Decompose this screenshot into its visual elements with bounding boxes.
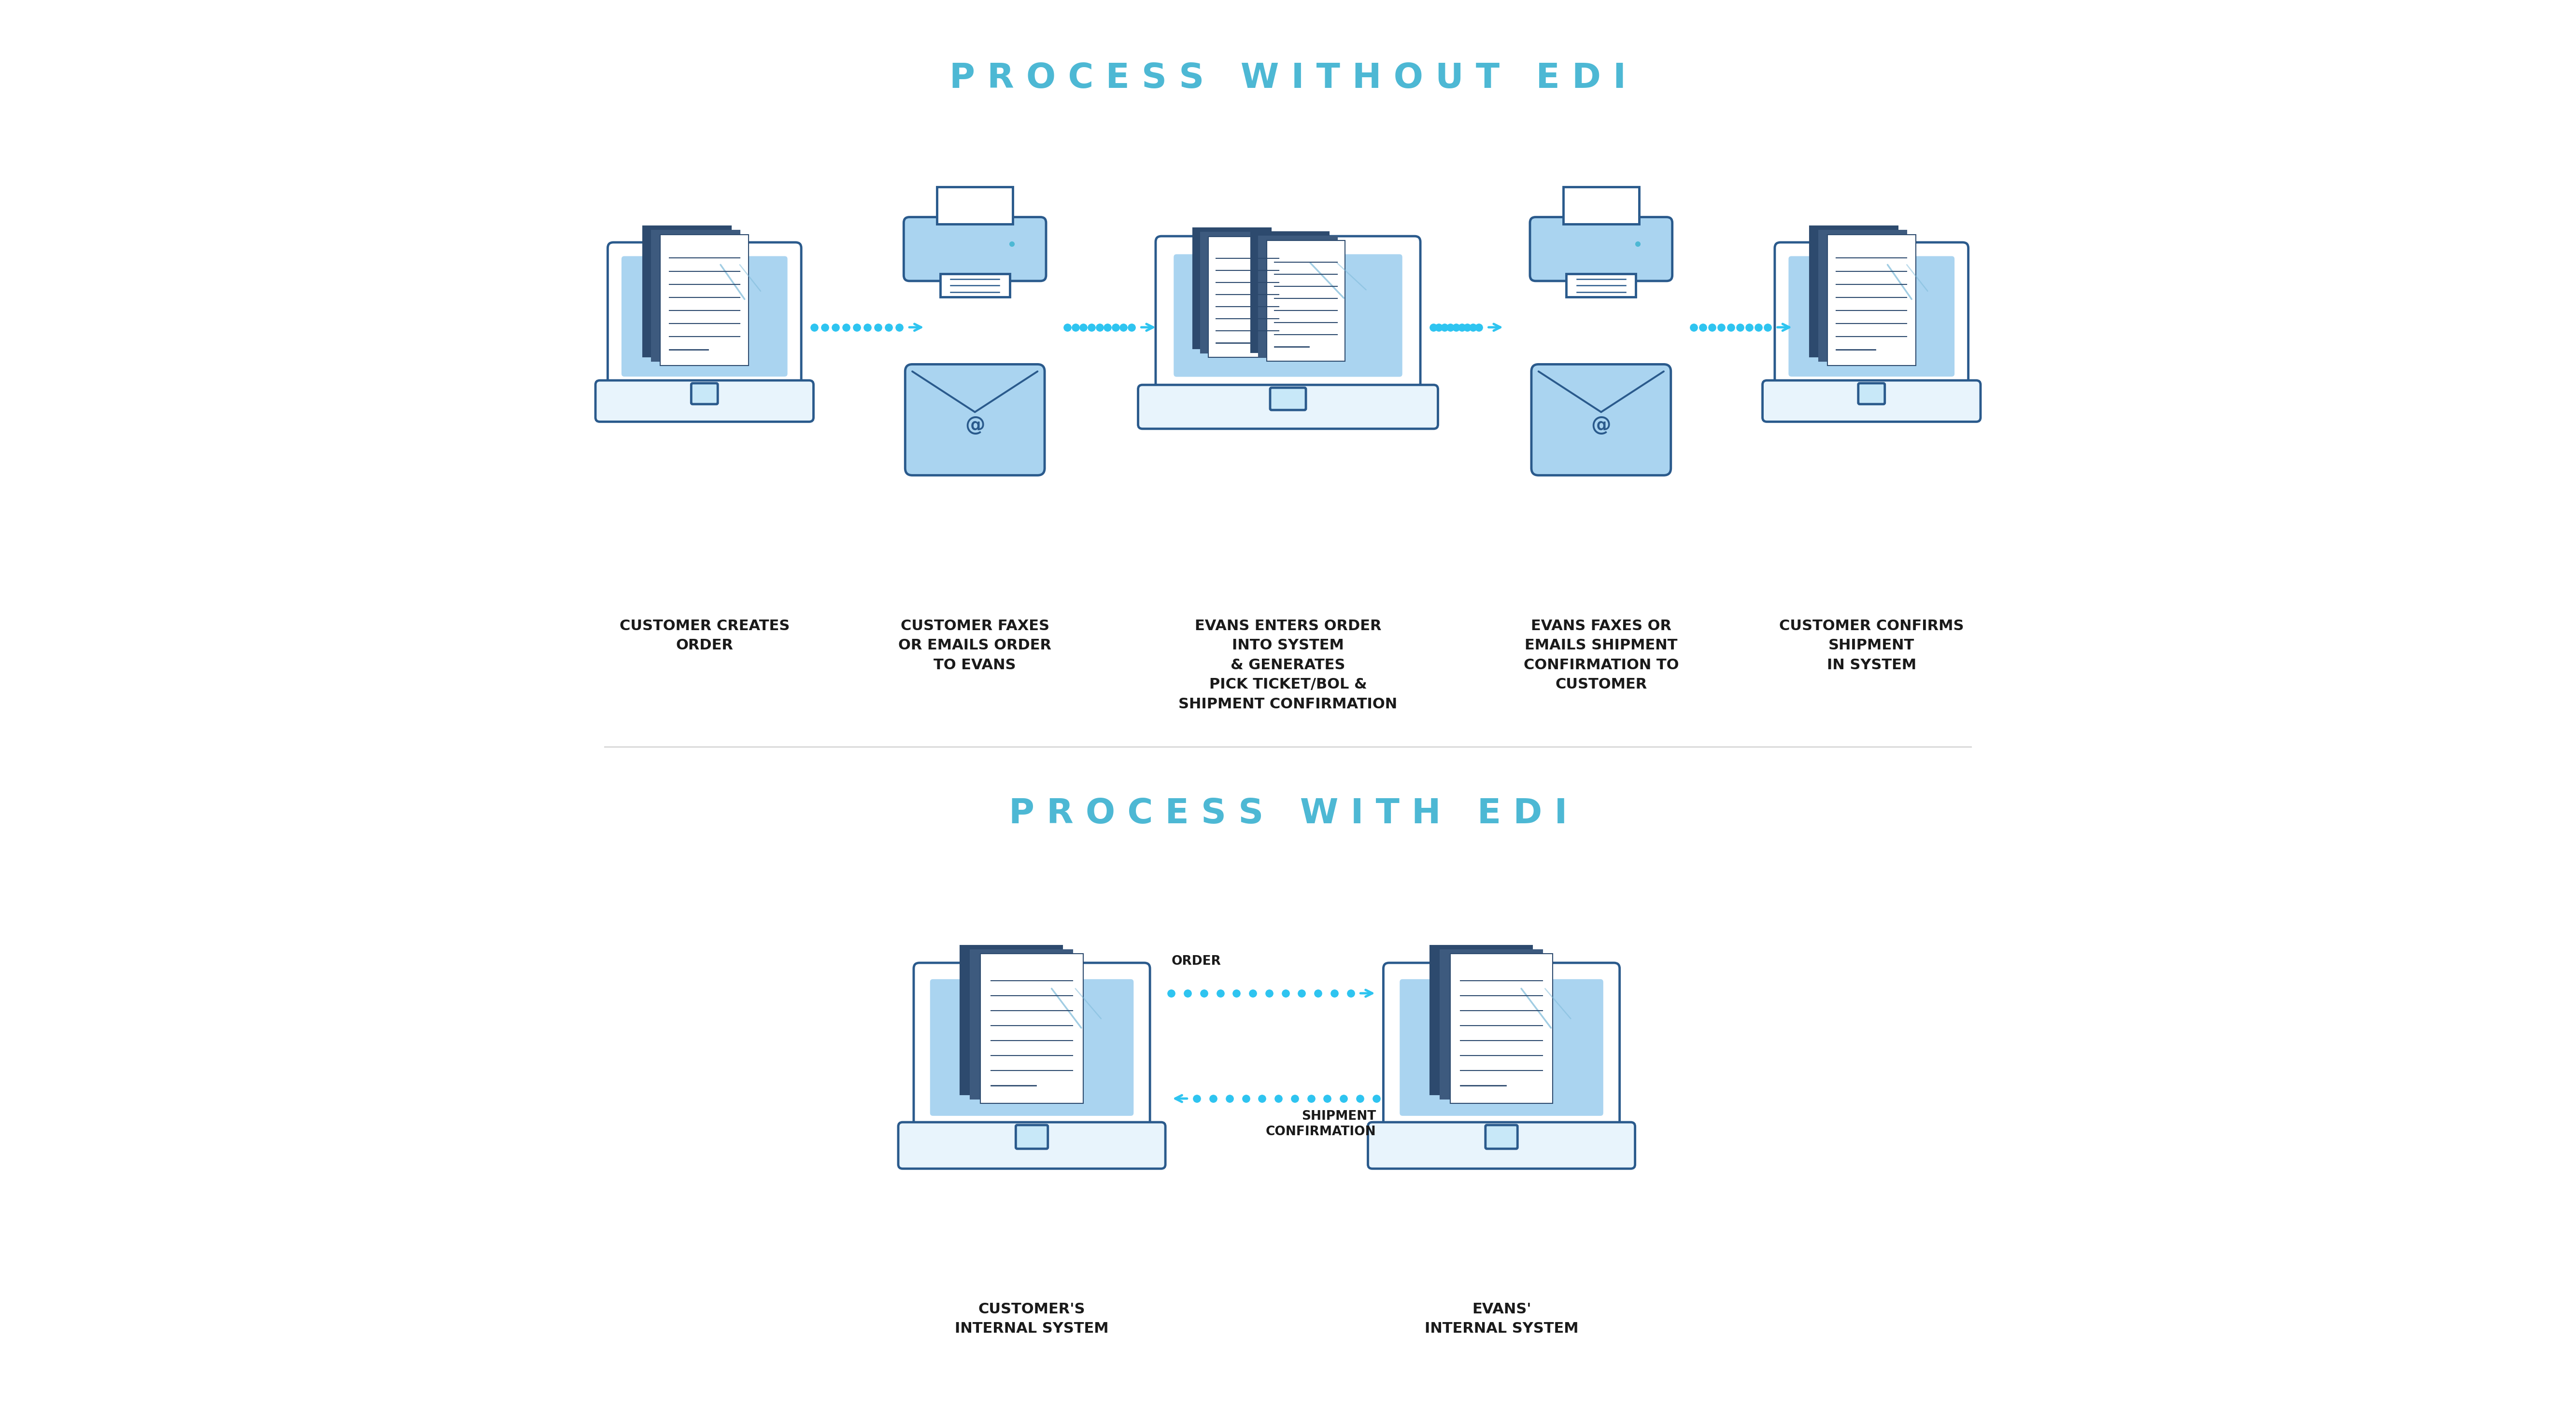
Text: EVANS ENTERS ORDER
INTO SYSTEM
& GENERATES
PICK TICKET/BOL &
SHIPMENT CONFIRMATI: EVANS ENTERS ORDER INTO SYSTEM & GENERAT… <box>1180 619 1396 712</box>
FancyBboxPatch shape <box>1857 383 1886 404</box>
FancyBboxPatch shape <box>1530 364 1672 475</box>
FancyBboxPatch shape <box>1530 218 1672 280</box>
Text: EVANS'
INTERNAL SYSTEM: EVANS' INTERNAL SYSTEM <box>1425 1302 1579 1336</box>
FancyBboxPatch shape <box>1819 231 1906 361</box>
FancyBboxPatch shape <box>1762 380 1981 421</box>
FancyBboxPatch shape <box>1811 226 1899 357</box>
FancyBboxPatch shape <box>904 364 1046 475</box>
Text: @: @ <box>966 416 984 435</box>
FancyBboxPatch shape <box>1826 235 1917 366</box>
FancyBboxPatch shape <box>940 273 1010 297</box>
FancyBboxPatch shape <box>1260 236 1337 357</box>
FancyBboxPatch shape <box>1368 1123 1636 1168</box>
FancyBboxPatch shape <box>1139 384 1437 428</box>
FancyBboxPatch shape <box>690 383 719 404</box>
Text: P R O C E S S   W I T H O U T   E D I: P R O C E S S W I T H O U T E D I <box>951 61 1625 95</box>
Text: CUSTOMER CONFIRMS
SHIPMENT
IN SYSTEM: CUSTOMER CONFIRMS SHIPMENT IN SYSTEM <box>1780 619 1963 672</box>
Text: @: @ <box>1592 416 1610 435</box>
FancyBboxPatch shape <box>981 953 1082 1103</box>
FancyBboxPatch shape <box>971 949 1072 1099</box>
FancyBboxPatch shape <box>1267 240 1345 361</box>
FancyBboxPatch shape <box>1015 1126 1048 1148</box>
FancyBboxPatch shape <box>1193 228 1270 349</box>
FancyBboxPatch shape <box>1430 945 1533 1094</box>
FancyBboxPatch shape <box>914 963 1149 1133</box>
FancyBboxPatch shape <box>1566 273 1636 297</box>
FancyBboxPatch shape <box>1157 236 1419 394</box>
FancyBboxPatch shape <box>641 226 732 357</box>
FancyBboxPatch shape <box>1564 186 1638 225</box>
Text: EVANS FAXES OR
EMAILS SHIPMENT
CONFIRMATION TO
CUSTOMER: EVANS FAXES OR EMAILS SHIPMENT CONFIRMAT… <box>1522 619 1680 692</box>
Text: ORDER: ORDER <box>1172 955 1221 968</box>
FancyBboxPatch shape <box>1775 242 1968 390</box>
FancyBboxPatch shape <box>659 235 750 366</box>
FancyBboxPatch shape <box>621 256 788 377</box>
FancyBboxPatch shape <box>1175 255 1401 377</box>
FancyBboxPatch shape <box>1788 256 1955 377</box>
FancyBboxPatch shape <box>904 218 1046 280</box>
FancyBboxPatch shape <box>595 380 814 421</box>
Text: SHIPMENT
CONFIRMATION: SHIPMENT CONFIRMATION <box>1265 1110 1376 1138</box>
FancyBboxPatch shape <box>608 242 801 390</box>
FancyBboxPatch shape <box>1399 979 1602 1116</box>
FancyBboxPatch shape <box>930 979 1133 1116</box>
FancyBboxPatch shape <box>961 945 1061 1094</box>
FancyBboxPatch shape <box>1486 1126 1517 1148</box>
Text: CUSTOMER'S
INTERNAL SYSTEM: CUSTOMER'S INTERNAL SYSTEM <box>956 1302 1108 1336</box>
FancyBboxPatch shape <box>1200 232 1278 353</box>
Text: CUSTOMER CREATES
ORDER: CUSTOMER CREATES ORDER <box>618 619 788 653</box>
FancyBboxPatch shape <box>652 231 739 361</box>
FancyBboxPatch shape <box>1270 387 1306 410</box>
FancyBboxPatch shape <box>899 1123 1164 1168</box>
FancyBboxPatch shape <box>1450 953 1553 1103</box>
FancyBboxPatch shape <box>1208 236 1285 357</box>
FancyBboxPatch shape <box>1440 949 1543 1099</box>
Text: P R O C E S S   W I T H   E D I: P R O C E S S W I T H E D I <box>1010 797 1566 831</box>
FancyBboxPatch shape <box>1383 963 1620 1133</box>
Text: CUSTOMER FAXES
OR EMAILS ORDER
TO EVANS: CUSTOMER FAXES OR EMAILS ORDER TO EVANS <box>899 619 1051 672</box>
FancyBboxPatch shape <box>938 186 1012 225</box>
FancyBboxPatch shape <box>1252 232 1329 353</box>
